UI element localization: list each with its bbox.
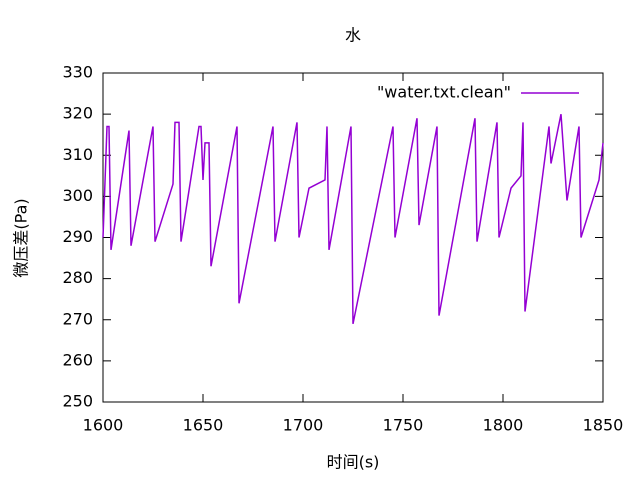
x-tick-label: 1650 [183,416,224,435]
y-tick-label: 310 [62,145,93,164]
y-tick-label: 320 [62,104,93,123]
x-tick-label: 1600 [83,416,124,435]
y-tick-label: 290 [62,227,93,246]
x-tick-label: 1800 [483,416,524,435]
x-tick-label: 1700 [283,416,324,435]
y-axis-label: 微压差(Pa) [12,198,31,277]
y-tick-label: 330 [62,63,93,82]
chart-title: 水 [345,26,361,45]
y-tick-label: 280 [62,268,93,287]
y-tick-label: 270 [62,309,93,328]
legend-label: "water.txt.clean" [377,83,511,102]
x-tick-label: 1750 [383,416,424,435]
y-tick-label: 250 [62,392,93,411]
y-tick-label: 260 [62,350,93,369]
data-line [102,113,604,325]
y-tick-label: 300 [62,186,93,205]
x-axis-label: 时间(s) [327,453,380,472]
x-tick-label: 1850 [583,416,624,435]
